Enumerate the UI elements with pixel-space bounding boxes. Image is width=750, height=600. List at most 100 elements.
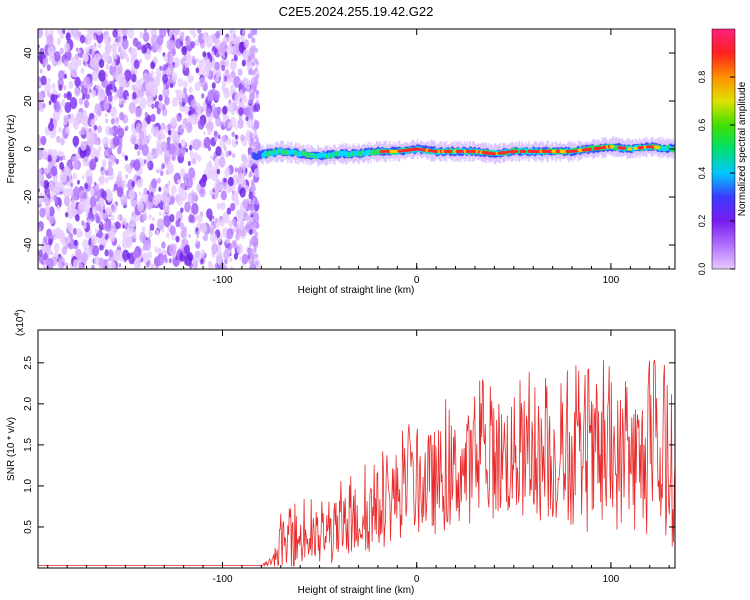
noise-dot — [42, 57, 49, 67]
noise-dot — [59, 162, 64, 170]
noise-dot — [191, 202, 199, 215]
noise-dot — [94, 228, 98, 234]
noise-dot — [249, 131, 253, 137]
noise-dot — [53, 100, 61, 113]
noise-dot — [203, 131, 206, 136]
noise-dot — [223, 178, 227, 183]
noise-dot — [199, 177, 207, 188]
noise-dot — [190, 113, 198, 125]
y-tick-label: 2.5 — [23, 355, 34, 369]
noise-dot — [174, 63, 178, 68]
noise-dot — [197, 119, 205, 130]
noise-dot — [50, 165, 58, 177]
noise-dot — [88, 128, 92, 133]
noise-dot — [167, 123, 172, 131]
colorbar-tick-label: 0.2 — [697, 215, 707, 228]
noise-dot — [58, 150, 62, 156]
noise-dot — [227, 100, 235, 113]
noise-dot — [197, 103, 201, 108]
noise-dot — [131, 73, 137, 83]
noise-dot — [48, 238, 53, 246]
noise-dot — [160, 141, 168, 153]
noise-dot — [51, 83, 56, 90]
noise-dot — [135, 122, 143, 133]
noise-dot — [241, 59, 246, 67]
spectrogram-x-axis-label: Height of straight line (km) — [298, 285, 415, 296]
noise-dot — [150, 70, 155, 77]
snr-y-ticks: 0.5 1.0 1.5 2.0 2.5 — [23, 355, 675, 534]
noise-dot — [89, 187, 95, 195]
noise-dot — [128, 102, 136, 114]
trace-peak — [415, 147, 421, 151]
noise-dot — [255, 99, 259, 105]
noise-dot — [118, 84, 124, 93]
noise-dot — [38, 29, 44, 39]
noise-dot — [39, 207, 46, 218]
noise-dot — [167, 180, 171, 187]
noise-dot — [230, 29, 236, 38]
noise-dot — [248, 163, 252, 169]
noise-dot — [184, 68, 190, 77]
noise-dot — [51, 187, 57, 196]
noise-dot — [115, 117, 120, 124]
noise-dot — [89, 158, 97, 171]
y-tick-label: 1.5 — [23, 438, 34, 452]
noise-dot — [252, 87, 256, 93]
noise-dot — [93, 115, 98, 122]
noise-dot — [48, 100, 52, 105]
noise-dot — [108, 231, 116, 243]
noise-dot — [93, 255, 100, 266]
noise-dot — [110, 106, 117, 118]
noise-dot — [253, 247, 257, 253]
noise-dot — [97, 89, 106, 102]
noise-dot — [151, 103, 155, 110]
noise-dot — [141, 226, 146, 233]
trace-peak — [447, 149, 453, 153]
noise-dot — [157, 77, 160, 83]
noise-dot — [215, 67, 222, 78]
noise-dot — [67, 223, 73, 232]
trace-peak — [655, 145, 661, 149]
trace-peak — [639, 145, 645, 150]
noise-dot — [211, 82, 216, 89]
noise-dot — [95, 149, 101, 158]
noise-dot — [230, 116, 237, 128]
noise-dot — [38, 226, 42, 233]
frequency-trace — [251, 136, 675, 167]
noise-dot — [139, 58, 143, 64]
noise-dot — [193, 152, 199, 160]
noise-dot — [247, 86, 251, 92]
noise-dot — [166, 162, 174, 175]
noise-dot — [104, 249, 109, 257]
snr-y-axis-label: SNR (10 * v/v) — [6, 417, 17, 481]
x-tick-label: -100 — [212, 574, 232, 585]
noise-dot — [101, 159, 107, 167]
noise-dot — [225, 150, 230, 158]
noise-dot — [108, 127, 114, 136]
noise-dot — [136, 41, 142, 51]
noise-dot — [138, 130, 145, 141]
noise-dot — [188, 194, 193, 203]
noise-dot — [156, 266, 159, 269]
noise-dot — [81, 94, 86, 100]
noise-dot — [179, 31, 185, 39]
noise-dot — [108, 249, 114, 258]
noise-dot — [121, 29, 128, 37]
noise-dot — [252, 220, 256, 226]
noise-dot — [189, 150, 194, 158]
trace-peak — [645, 145, 651, 149]
noise-dot — [156, 107, 161, 115]
noise-dot — [223, 249, 230, 260]
noise-dot — [135, 79, 143, 92]
noise-dot — [185, 122, 193, 134]
trace-peak — [457, 149, 463, 153]
y-tick-label: 0.5 — [23, 520, 34, 534]
noise-dot — [105, 73, 108, 79]
noise-dot — [66, 236, 71, 244]
noise-dot — [70, 199, 77, 209]
noise-dot — [143, 29, 147, 33]
noise-dot — [231, 195, 236, 202]
noise-dot — [238, 107, 244, 116]
noise-dot — [253, 68, 257, 74]
noise-dot — [104, 177, 109, 184]
